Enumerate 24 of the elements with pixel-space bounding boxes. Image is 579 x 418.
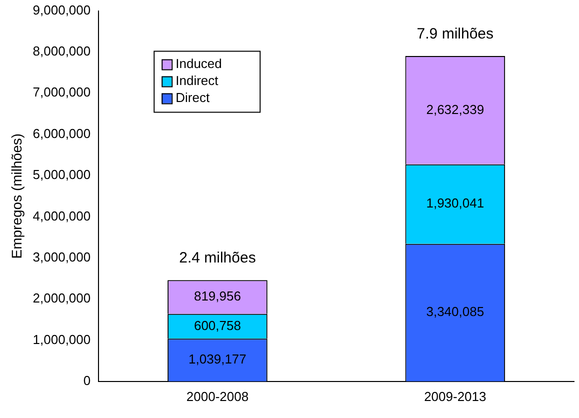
y-tick-label: 4,000,000 [32,208,91,224]
y-tick-label: 7,000,000 [32,84,91,100]
y-tick-label: 9,000,000 [32,2,91,18]
annotation: 2.4 milhões [179,250,256,267]
annotation: 7.9 milhões [416,26,494,43]
y-tick-label: 1,000,000 [32,332,91,347]
legend-label: Direct [176,90,210,105]
data-label: 1,930,041 [426,196,484,211]
y-tick-label: 6,000,000 [32,126,91,141]
legend-label: Indirect [176,72,219,88]
data-label: 3,340,085 [426,304,484,320]
data-label: 600,758 [194,318,241,333]
y-tick-label: 5,000,000 [32,167,91,182]
y-tick-label: 2,000,000 [32,290,91,306]
data-label: 1,039,177 [188,352,246,367]
x-tick-label: 2000-2008 [186,388,249,404]
x-tick-label: 2009-2013 [424,388,486,404]
data-label: 819,956 [194,288,241,304]
y-tick-label: 8,000,000 [32,44,91,59]
legend-label: Induced [176,56,222,71]
y-tick-label: 3,000,000 [32,249,91,264]
y-tick-label: 0 [83,372,91,388]
y-axis-title: Empregos (milhões) [8,133,24,259]
data-label: 2,632,339 [426,102,484,117]
